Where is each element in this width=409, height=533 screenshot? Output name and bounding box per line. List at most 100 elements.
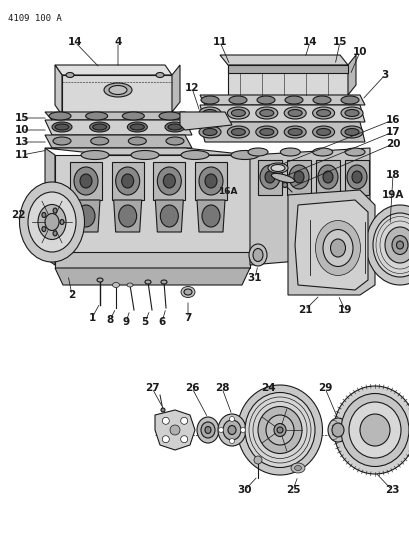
Ellipse shape: [344, 128, 358, 135]
Ellipse shape: [317, 165, 337, 189]
Ellipse shape: [81, 150, 109, 159]
Ellipse shape: [155, 72, 164, 77]
Polygon shape: [195, 162, 227, 200]
Ellipse shape: [122, 112, 144, 120]
Ellipse shape: [294, 465, 301, 471]
Text: 2: 2: [68, 290, 75, 300]
Polygon shape: [72, 200, 100, 232]
Ellipse shape: [340, 126, 362, 138]
Ellipse shape: [255, 107, 277, 119]
Ellipse shape: [198, 107, 220, 119]
Ellipse shape: [312, 148, 332, 156]
Polygon shape: [70, 162, 102, 200]
Ellipse shape: [322, 171, 332, 183]
Ellipse shape: [49, 112, 71, 120]
Ellipse shape: [204, 174, 216, 188]
Text: 6: 6: [158, 317, 165, 327]
Polygon shape: [286, 160, 310, 195]
Ellipse shape: [344, 148, 364, 156]
Text: 9: 9: [122, 317, 129, 327]
Ellipse shape: [55, 124, 69, 130]
Ellipse shape: [288, 128, 301, 135]
Text: 1: 1: [88, 313, 95, 323]
Ellipse shape: [248, 244, 266, 266]
Ellipse shape: [131, 150, 159, 159]
Polygon shape: [257, 160, 281, 195]
Ellipse shape: [327, 418, 347, 442]
Ellipse shape: [293, 171, 303, 183]
Ellipse shape: [229, 439, 234, 443]
Ellipse shape: [259, 165, 279, 189]
Ellipse shape: [273, 424, 285, 437]
Text: 23: 23: [384, 485, 398, 495]
Ellipse shape: [231, 128, 245, 135]
Ellipse shape: [52, 122, 72, 132]
Text: 13: 13: [15, 137, 29, 147]
Ellipse shape: [74, 167, 98, 195]
Text: 7: 7: [184, 313, 191, 323]
Ellipse shape: [128, 137, 146, 145]
Ellipse shape: [348, 402, 400, 458]
Ellipse shape: [180, 287, 195, 297]
Polygon shape: [113, 200, 142, 232]
Ellipse shape: [340, 393, 408, 466]
Ellipse shape: [312, 107, 334, 119]
Ellipse shape: [45, 214, 59, 230]
Ellipse shape: [180, 150, 209, 159]
Text: 16: 16: [385, 115, 399, 125]
Ellipse shape: [316, 109, 330, 117]
Text: 14: 14: [302, 37, 317, 47]
Ellipse shape: [259, 128, 273, 135]
Ellipse shape: [104, 83, 132, 97]
Ellipse shape: [255, 126, 277, 138]
Polygon shape: [55, 65, 62, 115]
Ellipse shape: [282, 182, 287, 188]
Ellipse shape: [166, 137, 184, 145]
Ellipse shape: [237, 385, 322, 475]
Polygon shape: [111, 162, 143, 200]
Polygon shape: [55, 155, 249, 265]
Ellipse shape: [312, 126, 334, 138]
Ellipse shape: [53, 137, 71, 145]
Ellipse shape: [92, 124, 106, 130]
Ellipse shape: [229, 96, 246, 104]
Ellipse shape: [351, 171, 361, 183]
Text: 11: 11: [15, 150, 29, 160]
Ellipse shape: [276, 427, 282, 433]
Polygon shape: [249, 148, 369, 265]
Ellipse shape: [340, 96, 358, 104]
Ellipse shape: [180, 435, 187, 443]
Ellipse shape: [267, 163, 287, 173]
Text: 16A: 16A: [218, 188, 237, 197]
Text: 11: 11: [212, 37, 227, 47]
Polygon shape: [294, 200, 367, 290]
Polygon shape: [45, 148, 55, 265]
Ellipse shape: [245, 392, 314, 467]
Ellipse shape: [118, 205, 136, 227]
Ellipse shape: [145, 280, 151, 284]
Text: 10: 10: [15, 125, 29, 135]
Polygon shape: [55, 65, 172, 75]
Polygon shape: [45, 112, 191, 120]
Polygon shape: [55, 252, 249, 268]
Ellipse shape: [240, 427, 245, 432]
Ellipse shape: [247, 148, 267, 156]
Text: 27: 27: [144, 383, 159, 393]
Ellipse shape: [115, 167, 139, 195]
Text: 19A: 19A: [381, 190, 403, 200]
Text: 28: 28: [214, 383, 229, 393]
Ellipse shape: [252, 248, 262, 262]
Text: 26: 26: [184, 383, 199, 393]
Ellipse shape: [257, 407, 301, 454]
Ellipse shape: [161, 408, 164, 412]
Ellipse shape: [340, 107, 362, 119]
Polygon shape: [315, 160, 339, 195]
Ellipse shape: [359, 414, 389, 446]
Polygon shape: [200, 105, 364, 122]
Text: 22: 22: [11, 210, 25, 220]
Ellipse shape: [20, 182, 84, 262]
Ellipse shape: [42, 213, 46, 217]
Ellipse shape: [38, 205, 66, 239]
Ellipse shape: [200, 422, 214, 438]
Polygon shape: [155, 410, 195, 450]
